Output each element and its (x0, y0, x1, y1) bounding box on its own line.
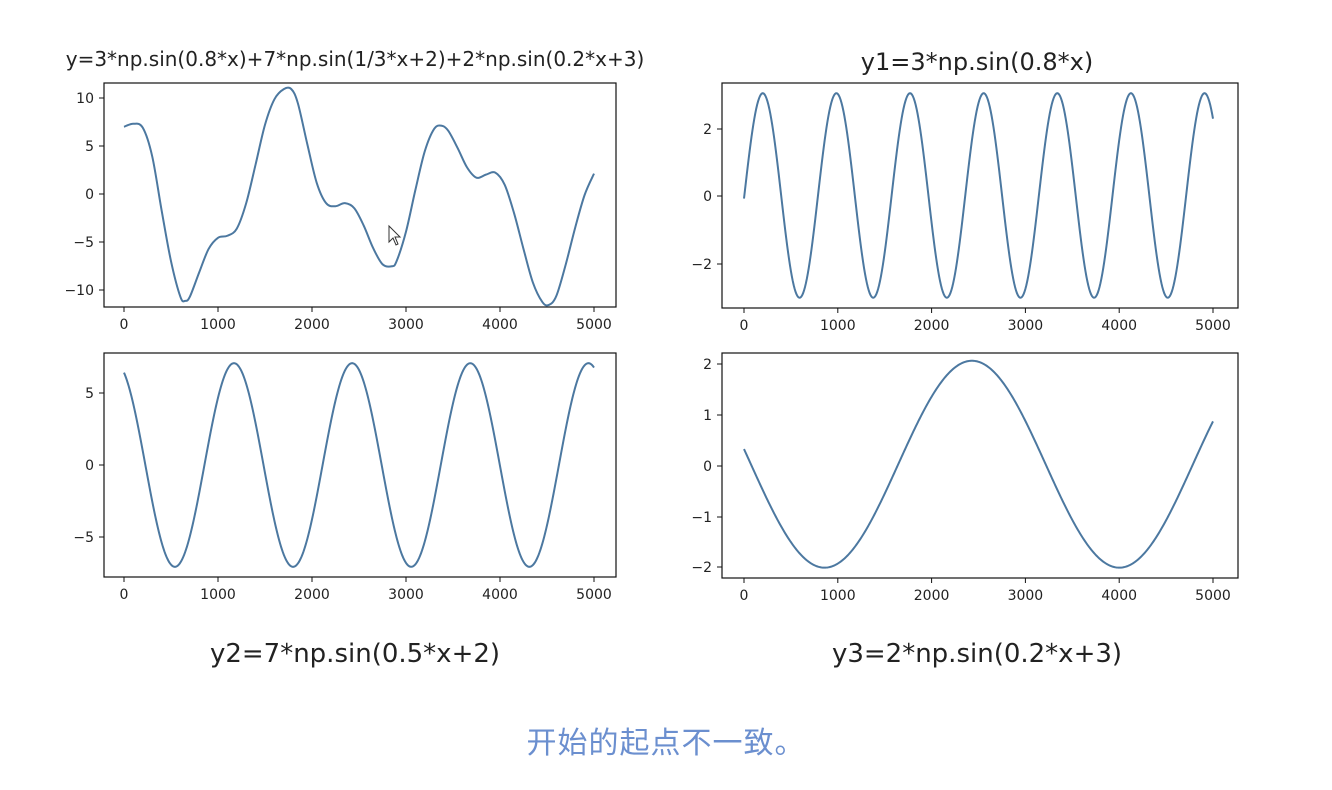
y3-plot-frame (721, 352, 1239, 579)
combined-y-axis: 10 5 0 −5 −10 (64, 91, 104, 299)
y3-x-tick-label: 2000 (914, 588, 950, 604)
y3-x-axis: 0 1000 2000 3000 4000 5000 (740, 578, 1231, 604)
y1-x-tick-label: 3000 (1008, 318, 1044, 334)
combined-series-line (123, 86, 595, 307)
y3-y-tick-label: 1 (703, 408, 712, 424)
y3-x-tick-label: 0 (740, 588, 749, 604)
combined-y-tick-label: 0 (85, 187, 94, 203)
panel-combined: y=3*np.sin(0.8*x)+7*np.sin(1/3*x+2)+2*np… (64, 47, 644, 333)
y1-x-tick-label: 4000 (1101, 318, 1137, 334)
y3-x-tick-label: 5000 (1195, 588, 1231, 604)
mouse-cursor-icon (388, 224, 402, 246)
y2-y-tick-label: 0 (85, 458, 94, 474)
combined-y-tick-label: −10 (64, 283, 94, 299)
y3-x-tick-label: 4000 (1101, 588, 1137, 604)
y3-y-tick-label: 0 (703, 459, 712, 475)
panel-y3: 0 1000 2000 3000 4000 5000 2 1 0 −1 −2 y3=2*np.si… (691, 352, 1239, 669)
combined-y-tick-label: 10 (76, 91, 94, 107)
y1-x-tick-label: 0 (740, 318, 749, 334)
y1-x-tick-label: 5000 (1195, 318, 1231, 334)
combined-y-tick-label: −5 (73, 235, 94, 251)
y3-chart-title: y3=2*np.sin(0.2*x+3) (832, 639, 1122, 669)
combined-x-tick-label: 3000 (388, 317, 424, 333)
y1-x-axis: 0 1000 2000 3000 4000 5000 (740, 308, 1231, 334)
y2-y-axis: 5 0 −5 (73, 386, 104, 546)
y2-x-tick-label: 5000 (576, 587, 612, 603)
combined-plot-frame (103, 82, 617, 308)
y3-y-tick-label: −2 (691, 560, 712, 576)
y2-x-tick-label: 2000 (294, 587, 330, 603)
combined-x-tick-label: 1000 (200, 317, 236, 333)
combined-x-tick-label: 5000 (576, 317, 612, 333)
y1-x-tick-label: 2000 (914, 318, 950, 334)
y2-series-line (123, 362, 595, 568)
y2-x-tick-label: 4000 (482, 587, 518, 603)
y2-x-axis: 0 1000 2000 3000 4000 5000 (120, 577, 612, 603)
combined-x-tick-label: 4000 (482, 317, 518, 333)
panel-y1: y1=3*np.sin(0.8*x) 0 1000 2000 3000 4000 5000… (691, 48, 1239, 334)
y1-series-line (743, 92, 1214, 299)
combined-x-tick-label: 0 (120, 317, 129, 333)
y3-y-tick-label: −1 (691, 510, 712, 526)
y2-y-tick-label: 5 (85, 386, 94, 402)
subtitle-caption: 开始的起点不一致。 (526, 726, 806, 761)
panel-y2: 0 1000 2000 3000 4000 5000 5 0 −5 y2=7*np.sin(0… (73, 352, 617, 669)
y1-y-tick-label: −2 (691, 257, 712, 273)
y2-y-tick-label: −5 (73, 530, 94, 546)
y1-x-tick-label: 1000 (820, 318, 856, 334)
y2-x-tick-label: 3000 (388, 587, 424, 603)
combined-chart-title: y=3*np.sin(0.8*x)+7*np.sin(1/3*x+2)+2*np… (66, 47, 645, 71)
y1-y-axis: 2 0 −2 (691, 122, 722, 273)
y1-y-tick-label: 2 (703, 122, 712, 138)
combined-x-axis: 0 1000 2000 3000 4000 5000 (120, 307, 612, 333)
combined-y-tick-label: 5 (85, 139, 94, 155)
y3-y-tick-label: 2 (703, 357, 712, 373)
y2-x-tick-label: 1000 (200, 587, 236, 603)
y3-x-tick-label: 3000 (1008, 588, 1044, 604)
y2-plot-frame (103, 352, 617, 578)
y2-x-tick-label: 0 (120, 587, 129, 603)
y3-y-axis: 2 1 0 −1 −2 (691, 357, 722, 576)
combined-x-tick-label: 2000 (294, 317, 330, 333)
y3-x-tick-label: 1000 (820, 588, 856, 604)
y1-chart-title: y1=3*np.sin(0.8*x) (861, 48, 1093, 76)
y3-series-line (743, 359, 1214, 569)
y2-chart-title: y2=7*np.sin(0.5*x+2) (210, 639, 500, 669)
y1-y-tick-label: 0 (703, 189, 712, 205)
